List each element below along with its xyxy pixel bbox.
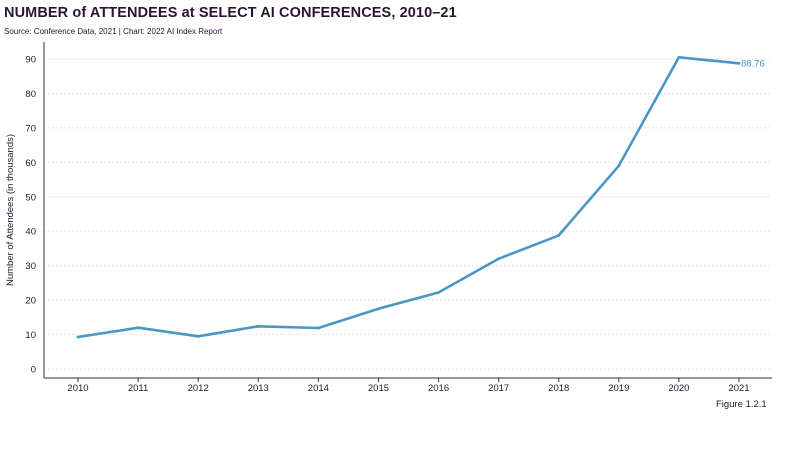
y-tick-label: 30: [25, 261, 36, 272]
data-point: [677, 55, 681, 59]
data-label: 88.76: [741, 58, 765, 69]
labels: 0 10 20 30 40 50 60 70 80 90 2010 2011 2012 2013 2014 2…: [5, 55, 765, 395]
axes: [43, 42, 772, 382]
x-tick-label: 2016: [428, 383, 449, 394]
y-axis-title: Number of Attendees (in thousands): [5, 134, 16, 286]
y-tick-label: 0: [31, 365, 36, 376]
data-point: [136, 326, 140, 330]
chart-title: NUMBER of ATTENDEES at SELECT AI CONFERE…: [4, 5, 457, 21]
y-tick-label: 10: [25, 330, 36, 341]
y-tick-label: 80: [25, 89, 36, 100]
data-point: [196, 334, 200, 338]
data-point: [316, 326, 320, 330]
data-point: [617, 164, 621, 168]
x-tick-label: 2020: [668, 383, 689, 394]
x-tick-label: 2010: [67, 383, 88, 394]
x-tick-label: 2013: [248, 383, 269, 394]
x-tick-label: 2018: [548, 383, 569, 394]
x-tick-label: 2011: [128, 383, 148, 394]
series-layer: [76, 55, 741, 339]
y-tick-label: 60: [25, 158, 36, 169]
data-point: [497, 257, 501, 261]
chart-source: Source: Conference Data, 2021 | Chart: 2…: [4, 27, 223, 36]
x-tick-label: 2021: [728, 383, 749, 394]
y-tick-label: 50: [25, 192, 36, 203]
x-tick-label: 2017: [488, 383, 509, 394]
data-point: [437, 291, 440, 294]
series-line: [76, 55, 741, 339]
data-point: [737, 61, 741, 65]
data-point: [557, 233, 561, 237]
x-tick-label: 2015: [368, 383, 389, 394]
y-tick-label: 40: [25, 227, 36, 238]
y-tick-label: 20: [25, 296, 36, 307]
data-point: [256, 324, 260, 328]
x-tick-label: 2012: [188, 383, 209, 394]
y-tick-label: 90: [25, 55, 36, 66]
x-tick-label: 2019: [608, 383, 629, 394]
gridlines: [44, 58, 772, 370]
data-point: [76, 335, 80, 339]
figure-number: Figure 1.2.1: [716, 399, 767, 410]
x-tick-label: 2014: [308, 383, 329, 394]
y-tick-label: 70: [25, 123, 36, 134]
data-point: [377, 307, 380, 311]
